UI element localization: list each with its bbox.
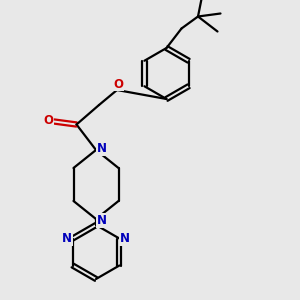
Text: O: O	[113, 77, 124, 91]
Text: O: O	[44, 113, 54, 127]
Text: N: N	[62, 232, 72, 245]
Text: N: N	[120, 232, 130, 245]
Text: N: N	[97, 214, 107, 227]
Text: N: N	[97, 142, 107, 155]
